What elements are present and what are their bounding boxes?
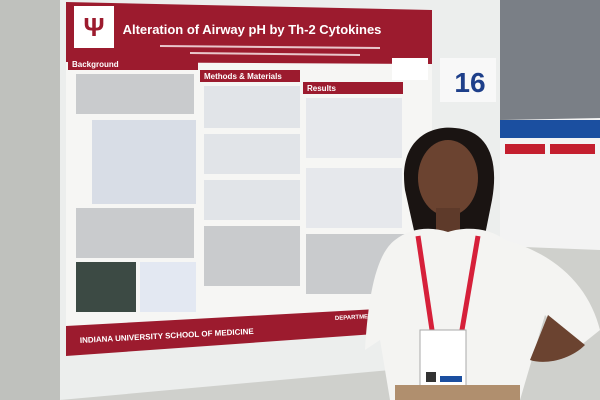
hall-ceiling [495, 0, 600, 120]
sponsor-logo [392, 58, 428, 80]
poster-content [76, 74, 406, 312]
logo [74, 6, 114, 48]
badge-strip [440, 376, 462, 382]
section-title: Background [72, 60, 119, 69]
poster-title: Alteration of Airway pH by Th-2 Cytokine… [123, 22, 382, 37]
neighbor-header [550, 144, 595, 154]
footer-bar [66, 306, 432, 356]
lanyard [415, 235, 481, 331]
logo-mark: Ψ [83, 12, 104, 42]
affiliations [189, 52, 361, 56]
section-title: Results [307, 84, 336, 93]
neighbor-banner [500, 120, 600, 138]
authors [159, 45, 381, 49]
section-title: Methods & Materials [204, 72, 282, 81]
person [365, 127, 600, 400]
neighbor-header [505, 144, 545, 154]
department-text: DEPARTMENT OF [335, 313, 387, 322]
badge-qr [426, 372, 436, 382]
number-panel [440, 58, 496, 102]
face [418, 140, 478, 216]
section-header [303, 82, 403, 94]
wall [0, 0, 62, 400]
arm [530, 315, 585, 362]
section-header [200, 70, 300, 82]
booth-number: 16 [454, 67, 485, 98]
section-header [68, 58, 198, 70]
trousers [395, 385, 520, 400]
